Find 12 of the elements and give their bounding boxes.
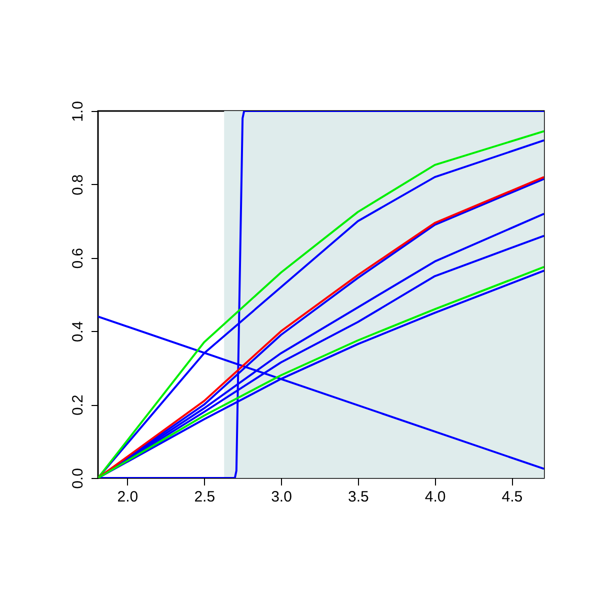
- x-tick-label: 3.0: [271, 488, 292, 506]
- y-tick-label: 1.0: [70, 101, 86, 122]
- x-tick-label: 3.5: [348, 488, 369, 506]
- x-tick-label: 2.0: [117, 488, 138, 506]
- x-tick-label: 2.5: [194, 488, 216, 506]
- x-tick-label: 4.0: [424, 488, 446, 506]
- x-tick-label: 4.5: [502, 488, 523, 506]
- y-tick-label: 0.2: [70, 394, 86, 416]
- y-tick-label: 0.0: [70, 468, 86, 489]
- y-tick-label: 0.6: [70, 248, 86, 269]
- y-tick-label: 0.4: [70, 321, 86, 342]
- y-tick-label: 0.8: [70, 174, 86, 196]
